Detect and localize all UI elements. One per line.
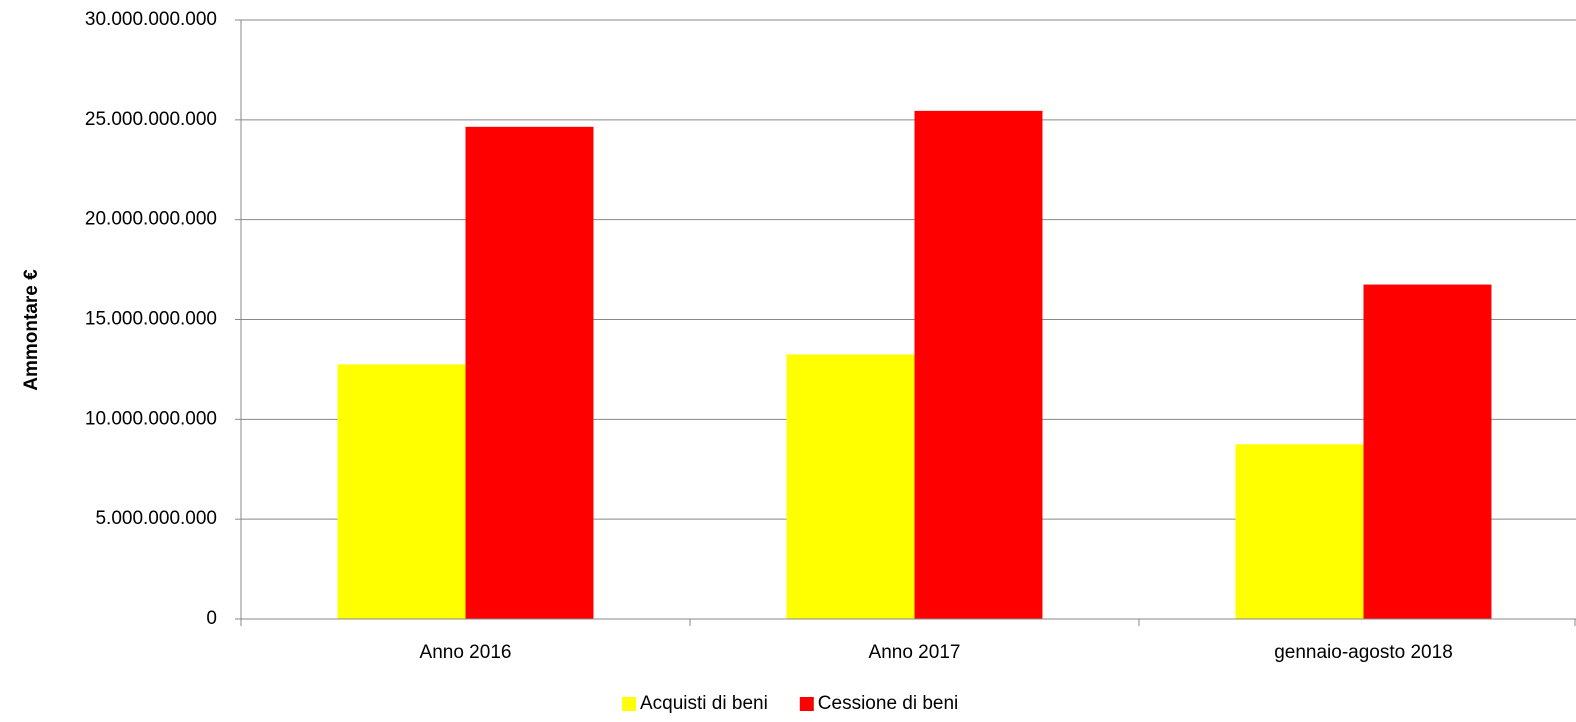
bar <box>337 364 466 619</box>
y-tick-label: 20.000.000.000 <box>85 209 217 230</box>
y-tick-label: 5.000.000.000 <box>95 508 217 529</box>
bar <box>1363 284 1492 619</box>
y-axis-label: Ammontare € <box>21 269 42 391</box>
y-tick-label: 30.000.000.000 <box>85 9 217 30</box>
y-tick-label: 25.000.000.000 <box>85 109 217 130</box>
x-tick-label: Anno 2016 <box>420 642 512 663</box>
legend-label: Cessione di beni <box>818 693 958 714</box>
bar <box>914 110 1043 620</box>
y-tick-label: 0 <box>206 608 217 629</box>
x-tick-label: Anno 2017 <box>869 642 961 663</box>
legend-swatch <box>799 697 814 711</box>
legend-swatch <box>622 697 636 711</box>
bar <box>1235 444 1364 619</box>
x-tick-label: gennaio-agosto 2018 <box>1274 642 1453 663</box>
bar <box>786 354 915 619</box>
y-tick-label: 15.000.000.000 <box>85 309 217 330</box>
legend-label: Acquisti di beni <box>640 693 768 714</box>
bar <box>465 126 594 620</box>
y-tick-label: 10.000.000.000 <box>85 408 217 429</box>
